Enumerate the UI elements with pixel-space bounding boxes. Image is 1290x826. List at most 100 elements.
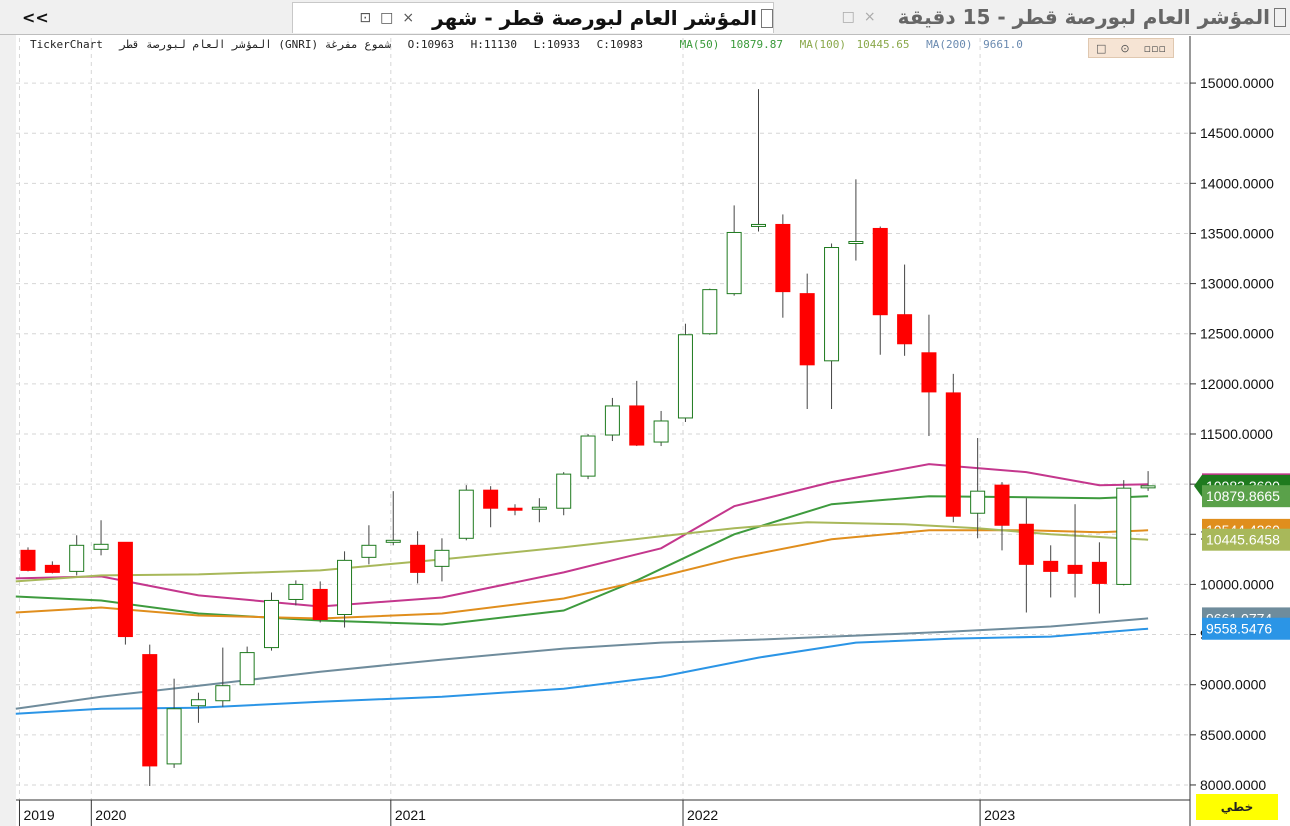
ma-line-4: [15, 617, 1149, 710]
candle-4: [117, 541, 133, 645]
candle-19: [483, 486, 499, 528]
candle-body: [93, 543, 109, 550]
candle-18: [458, 485, 474, 541]
ma200-value: 9661.0: [983, 38, 1023, 51]
low-value: L:10933: [533, 38, 580, 51]
tab-close-button[interactable]: ×: [402, 10, 415, 26]
candle-23: [580, 434, 596, 480]
candle-11: [288, 580, 304, 606]
candle-body: [677, 334, 693, 419]
x-tick-label: 2019: [23, 807, 54, 823]
candle-body: [385, 539, 401, 543]
candle-31: [775, 214, 791, 318]
tab-15min-chart[interactable]: المؤشر العام لبورصة قطر - 15 دقيقة × □: [776, 2, 1286, 32]
candle-40: [994, 482, 1010, 551]
tab-detach-button[interactable]: ⊡: [359, 10, 372, 26]
candle-body: [702, 289, 718, 335]
ma200-label: MA(200): [926, 38, 973, 51]
candle-5: [142, 644, 158, 786]
x-axis: 2019 2020 2021 2022 2023: [16, 799, 1190, 826]
candle-body: [507, 507, 523, 511]
candle-38: [945, 373, 961, 523]
candle-27: [677, 323, 693, 422]
candle-body: [1091, 561, 1107, 584]
candle-30: [751, 89, 766, 232]
price-label-2: 10879.8665: [1202, 485, 1290, 508]
candle-body: [117, 541, 133, 638]
candle-32: [799, 273, 815, 409]
candle-13: [337, 551, 353, 628]
window-icon[interactable]: □: [1096, 41, 1107, 55]
tab-title: المؤشر العام لبورصة قطر - 15 دقيقة: [897, 5, 1270, 29]
tab-close-button[interactable]: ×: [863, 9, 876, 25]
candle-26: [653, 410, 669, 447]
collapse-tabs-button[interactable]: <<: [22, 8, 49, 27]
candle-body: [872, 227, 888, 316]
candle-17: [434, 538, 450, 582]
candle-body: [994, 484, 1010, 526]
candle-body: [142, 654, 158, 767]
candle-37: [921, 314, 937, 437]
y-tick-label: 8500.0000: [1200, 727, 1266, 743]
candle-16: [410, 531, 426, 584]
y-tick-label: 10000.0000: [1200, 576, 1274, 592]
tab-monthly-chart[interactable]: المؤشر العام لبورصة قطر - شهر × □ ⊡: [292, 2, 774, 33]
candle-body: [20, 549, 36, 571]
y-tick-label: 8000.0000: [1200, 777, 1266, 793]
candle-body: [945, 392, 961, 517]
candle-25: [629, 380, 645, 447]
candle-3: [93, 520, 109, 556]
price-label-text: 10879.8665: [1206, 488, 1280, 504]
x-tick-label: 2020: [95, 807, 126, 823]
candle-body: [434, 549, 450, 567]
chart-mode-button[interactable]: خطي: [1196, 794, 1278, 820]
y-tick-label: 12000.0000: [1200, 376, 1274, 392]
ma-line-1: [15, 495, 1149, 626]
candle-body: [483, 489, 499, 509]
candle-body: [190, 699, 206, 707]
ma100-label: MA(100): [799, 38, 846, 51]
candle-body: [239, 652, 255, 686]
candle-body: [361, 544, 377, 558]
tab-maximize-button[interactable]: □: [380, 10, 394, 26]
more-icon[interactable]: ▫▫▫: [1143, 41, 1166, 55]
ma-line-0: [15, 463, 1149, 608]
y-axis: 8000.00008500.00009000.00009500.00001000…: [1189, 36, 1274, 826]
settings-icon[interactable]: ⊙: [1120, 41, 1130, 55]
candle-body: [921, 352, 937, 393]
ma50-value: 10879.87: [729, 38, 783, 51]
candle-8: [215, 647, 231, 707]
price-label-box: [1202, 528, 1290, 551]
y-tick-label: 14000.0000: [1200, 175, 1274, 191]
tab-maximize-button[interactable]: □: [841, 9, 855, 25]
candle-36: [897, 264, 913, 356]
candle-21: [531, 498, 547, 523]
candle-body: [653, 420, 669, 443]
candle-20: [507, 504, 523, 516]
candle-body: [1018, 523, 1034, 565]
price-label-4: 10445.6458: [1202, 528, 1290, 551]
candle-6: [166, 678, 182, 768]
candle-body: [1140, 485, 1156, 489]
candle-body: [264, 599, 279, 649]
candle-33: [824, 243, 840, 409]
candle-body: [751, 223, 766, 227]
candle-body: [312, 588, 328, 621]
candle-body: [824, 247, 840, 362]
candle-12: [312, 581, 328, 623]
tab-title: المؤشر العام لبورصة قطر - شهر: [432, 6, 757, 30]
candle-body: [775, 223, 791, 293]
candle-body: [1067, 564, 1083, 574]
candle-body: [580, 435, 596, 477]
ma50-label: MA(50): [679, 38, 720, 51]
candle-body: [44, 564, 60, 573]
candle-43: [1067, 504, 1083, 598]
high-value: H:11130: [470, 38, 517, 51]
y-tick-label: 15000.0000: [1200, 75, 1274, 91]
info-bar: TickerChart المؤشر العام لبورصة قطر (GNR…: [30, 38, 1033, 56]
candle-body: [69, 544, 85, 572]
instrument-label: المؤشر العام لبورصة قطر (GNRI) شموع مفرغ…: [119, 38, 392, 51]
candle-body: [799, 293, 815, 366]
candle-24: [604, 397, 620, 442]
